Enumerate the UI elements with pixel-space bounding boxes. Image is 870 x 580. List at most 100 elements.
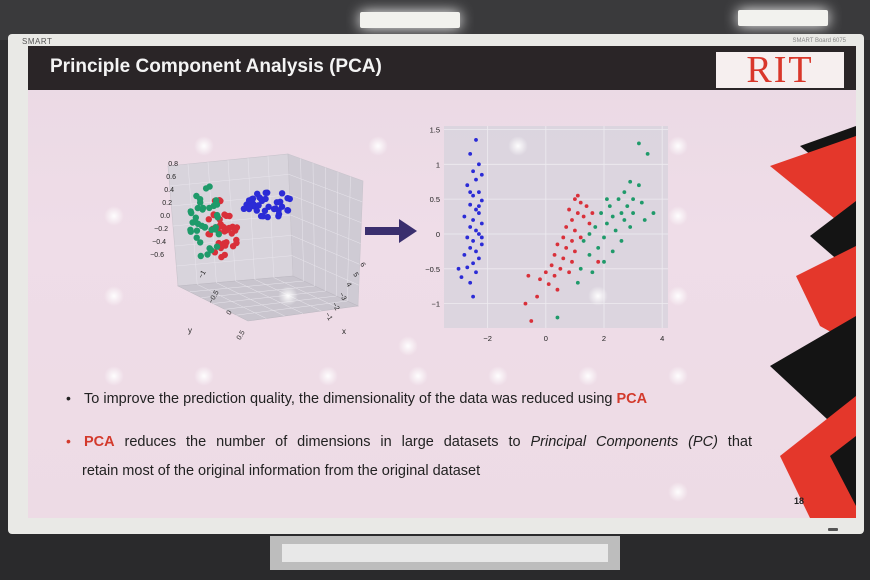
ceiling-light <box>738 10 828 26</box>
bullet-2-text: reduces the number of dimensions in larg… <box>114 434 531 450</box>
bullet-2-line-2: retain most of the original information … <box>82 463 481 479</box>
z-tick-label: −0.2 <box>154 226 168 233</box>
blue-point <box>471 169 475 174</box>
green-point <box>587 232 592 236</box>
slide-title: Principle Component Analysis (PCA) <box>50 56 382 77</box>
blue-point <box>249 195 257 202</box>
plot3d-grid <box>169 155 363 319</box>
blue-point <box>479 235 484 240</box>
logo-text: RIT <box>746 49 814 91</box>
red-point <box>573 249 577 254</box>
scatter-2d-chart: −2 0 2 4 1.5 1 0.5 0 −0.5 −1 <box>425 125 668 343</box>
y-tick-label: −0.5 <box>425 265 440 274</box>
blue-point <box>240 205 248 212</box>
green-point <box>605 197 609 202</box>
y-axis-label: y <box>188 326 192 335</box>
green-point <box>204 251 211 258</box>
red-point <box>570 259 574 264</box>
red-point <box>567 270 571 275</box>
blue-point <box>477 232 481 236</box>
blue-point <box>465 183 470 188</box>
green-point <box>213 211 221 219</box>
bullet-2-highlight: PCA <box>84 434 115 450</box>
blue-point <box>253 207 260 214</box>
z-tick-label: 0.2 <box>162 200 172 207</box>
green-point <box>187 226 194 233</box>
blue-point <box>468 245 473 250</box>
green-point <box>194 220 202 227</box>
green-point <box>555 315 560 320</box>
green-point <box>587 252 592 257</box>
flash-glare <box>668 366 688 386</box>
z-tick-label: 0.8 <box>168 161 178 168</box>
blue-point <box>477 204 481 209</box>
power-indicator[interactable] <box>828 528 838 531</box>
red-point <box>232 227 239 234</box>
green-point <box>616 197 621 202</box>
red-point <box>570 239 574 243</box>
red-point <box>229 243 237 250</box>
blue-point <box>477 162 481 167</box>
green-point <box>193 234 200 241</box>
green-point <box>637 141 641 146</box>
green-point <box>593 225 598 229</box>
flash-glare <box>488 366 508 386</box>
logo: RIT <box>716 49 844 91</box>
green-point <box>602 235 606 240</box>
x-axis-ticks: −1−2−3 4 5 6 <box>323 262 366 323</box>
blue-point <box>278 203 286 210</box>
green-point <box>596 245 601 250</box>
green-point <box>187 208 194 215</box>
scatter-3d-chart: 0.80.60.40.20.0−0.2−0.4−0.6 −1−0.500.5 −… <box>150 153 366 341</box>
red-point <box>552 252 557 257</box>
bullet-2-italic: Principal Components (PC) <box>530 434 718 450</box>
blue-point <box>479 242 484 247</box>
red-point <box>564 225 569 229</box>
red-point <box>526 273 531 278</box>
blue-point <box>474 138 478 142</box>
y-tick-label: −1 <box>198 269 208 280</box>
green-point <box>202 185 210 192</box>
bullet-1-highlight: PCA <box>616 391 648 407</box>
green-point <box>215 231 222 238</box>
red-point <box>596 259 601 264</box>
green-point <box>605 221 609 226</box>
page-number: 18 <box>794 496 805 506</box>
x-tick-label: 0 <box>544 334 548 343</box>
y-tick-label: 0 <box>226 309 234 316</box>
x-tick-label: −3 <box>337 292 347 303</box>
y-tick-label: −1 <box>431 300 440 309</box>
red-point <box>567 207 571 212</box>
green-point <box>645 151 650 156</box>
x-tick-label: −1 <box>323 312 333 323</box>
monitor-model: SMART Board 6075 <box>792 38 846 44</box>
ceiling-light <box>360 12 460 28</box>
blue-point <box>479 221 484 226</box>
z-tick-label: 0.6 <box>166 174 176 181</box>
flash-glare <box>318 366 338 386</box>
green-point <box>197 252 204 260</box>
green-point <box>208 226 215 233</box>
blue-point <box>259 213 267 220</box>
blue-point <box>468 280 473 285</box>
blue-point <box>254 190 261 197</box>
blue-point <box>468 202 473 207</box>
blue-point <box>284 195 291 202</box>
blue-point <box>474 270 478 275</box>
blue-point <box>262 189 269 196</box>
flash-glare <box>668 482 688 502</box>
red-point <box>564 245 569 250</box>
blue-point <box>462 214 467 219</box>
red-point <box>549 263 554 268</box>
blue-point <box>468 151 473 156</box>
x-tick-label: −2 <box>330 302 340 313</box>
green-point <box>613 228 618 233</box>
green-point <box>619 211 624 215</box>
green-point <box>581 239 586 243</box>
red-point <box>205 216 212 223</box>
green-point <box>631 197 635 202</box>
blue-point <box>246 203 253 210</box>
plot2d-ticks: −2 0 2 4 1.5 1 0.5 0 −0.5 −1 <box>425 125 664 343</box>
red-point <box>523 301 528 306</box>
blue-point <box>462 252 467 257</box>
